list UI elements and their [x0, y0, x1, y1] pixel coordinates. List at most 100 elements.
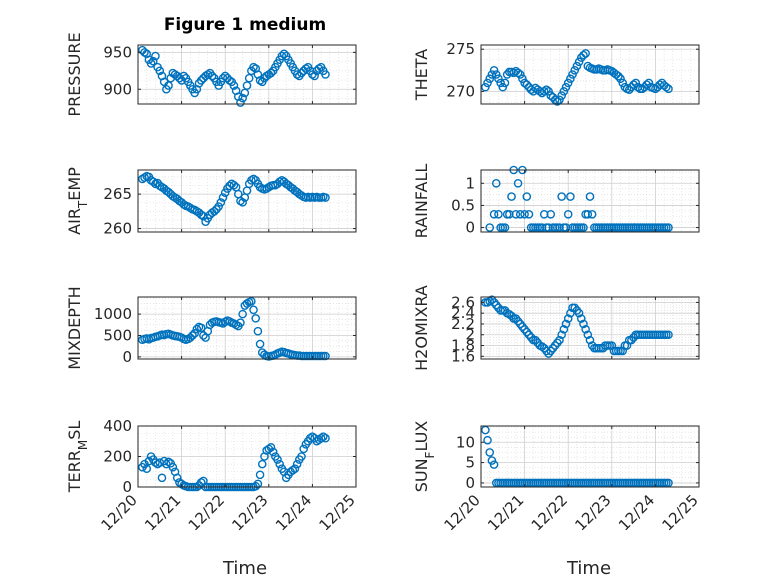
- data-point: [314, 64, 324, 73]
- plot-area: [138, 297, 356, 359]
- data-point: [485, 74, 495, 84]
- data-point: [561, 82, 571, 92]
- data-point: [557, 330, 566, 340]
- x-tick-label: 12/21: [141, 491, 184, 534]
- data-point: [644, 78, 654, 88]
- data-point: [483, 78, 492, 88]
- data-point: [513, 68, 523, 78]
- data-point: [487, 70, 497, 79]
- data-point: [544, 87, 553, 96]
- data-point: [253, 326, 263, 336]
- data-point: [279, 49, 289, 59]
- x-axis-label-left: Time: [222, 558, 267, 579]
- data-point: [164, 81, 173, 90]
- data-point: [511, 209, 521, 219]
- data-point: [566, 192, 575, 201]
- data-point: [518, 74, 527, 84]
- data-point: [581, 49, 590, 58]
- data-point: [266, 443, 276, 452]
- y-tick-label: 0: [465, 474, 475, 492]
- data-point: [249, 62, 258, 72]
- data-point: [214, 202, 223, 211]
- data-point: [255, 339, 265, 349]
- x-tick-label: 12/22: [185, 491, 228, 534]
- data-point: [568, 70, 577, 79]
- data-point: [579, 319, 588, 329]
- data-point: [522, 192, 532, 201]
- data-point: [255, 470, 265, 480]
- y-tick-label: 500: [103, 326, 132, 344]
- data-point: [561, 319, 571, 329]
- x-tick-label: 12/20: [441, 491, 484, 534]
- data-point: [572, 61, 582, 71]
- figure-title: Figure 1 medium: [164, 15, 326, 35]
- data-point: [196, 323, 206, 333]
- data-point: [664, 223, 673, 232]
- data-point: [157, 473, 167, 483]
- y-tick-label: 0: [465, 219, 475, 237]
- data-point: [618, 78, 628, 88]
- data-point: [220, 188, 230, 198]
- series-markers: [138, 432, 330, 492]
- series-markers: [485, 165, 673, 232]
- subplot-sun-flux: 0 5 10 12/20 12/21 12/22 12/23 12/24 12/25 SUNFLU…: [412, 421, 702, 535]
- data-point: [559, 325, 569, 334]
- data-point: [318, 432, 328, 441]
- series-markers: [481, 295, 673, 358]
- data-point: [321, 70, 330, 79]
- data-point: [664, 330, 673, 340]
- data-point: [513, 178, 523, 188]
- y-tick-label: 5: [465, 454, 475, 472]
- data-point: [253, 479, 263, 489]
- y-tick-label: 400: [103, 417, 132, 435]
- data-point: [583, 61, 593, 71]
- data-point: [557, 91, 566, 100]
- data-point: [238, 309, 247, 319]
- data-point: [151, 458, 160, 467]
- x-tick-label: 12/23: [571, 491, 614, 534]
- plot-area: [481, 297, 699, 359]
- data-point: [522, 80, 532, 89]
- y-axis-label: THETA: [412, 49, 431, 101]
- data-point: [148, 56, 158, 66]
- y-axis-label: MIXDEPTH: [65, 286, 84, 369]
- y-tick-label: 2.6: [451, 293, 475, 311]
- data-point: [498, 82, 508, 92]
- data-point: [216, 198, 226, 207]
- data-point: [485, 223, 495, 232]
- y-axis-label: RAINFALL: [412, 164, 431, 239]
- data-point: [218, 193, 228, 202]
- y-tick-label: 200: [103, 448, 132, 466]
- data-point: [168, 462, 178, 472]
- data-point: [614, 71, 623, 81]
- data-point: [500, 78, 510, 88]
- data-point: [268, 447, 278, 457]
- data-point: [299, 444, 308, 454]
- y-axis-label: PRESSURE: [65, 32, 84, 116]
- data-point: [229, 81, 239, 90]
- axes-box: [480, 296, 700, 360]
- x-tick-label: 12/25: [659, 491, 702, 534]
- data-point: [555, 335, 564, 345]
- data-point: [537, 342, 547, 351]
- y-tick-label: 265: [103, 185, 132, 203]
- data-point: [292, 70, 302, 79]
- x-tick-label: 12/25: [316, 491, 359, 534]
- y-tick-label: 1: [465, 174, 475, 192]
- data-point: [273, 455, 282, 464]
- axes-box: [137, 169, 357, 233]
- data-point: [172, 473, 182, 483]
- data-point: [244, 73, 254, 83]
- data-point: [574, 57, 584, 67]
- data-point: [321, 351, 330, 361]
- data-point: [500, 223, 510, 232]
- data-point: [553, 97, 562, 106]
- y-tick-label: 2.2: [451, 315, 475, 333]
- data-point: [563, 314, 573, 323]
- x-tick-label: 12/24: [272, 491, 315, 534]
- data-point: [583, 330, 593, 340]
- data-point: [266, 68, 276, 78]
- data-point: [249, 305, 258, 315]
- data-point: [524, 209, 534, 219]
- plot-area: [481, 426, 699, 487]
